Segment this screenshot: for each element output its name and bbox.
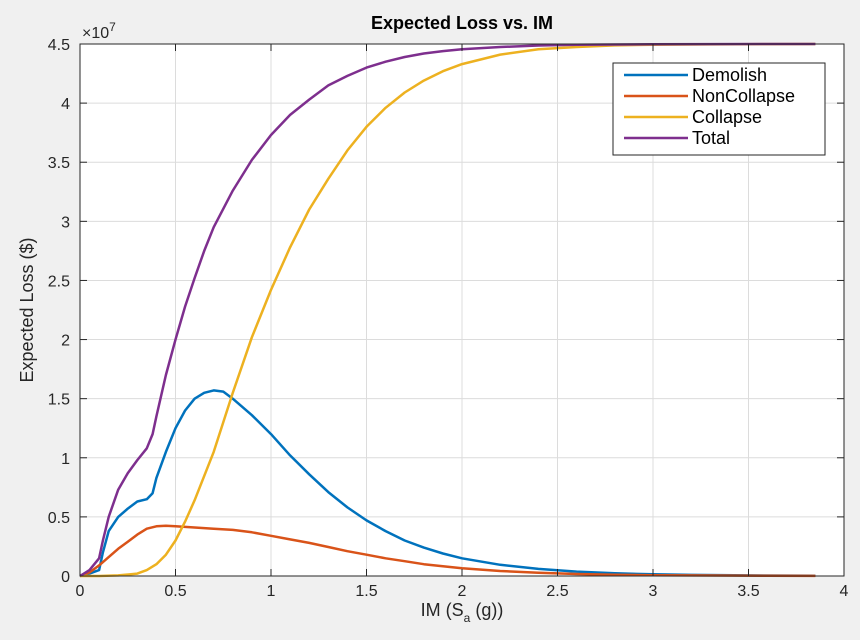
series-line-total bbox=[79, 42, 816, 578]
series-line-collapse bbox=[80, 42, 816, 578]
legend-label-total: Total bbox=[692, 128, 730, 148]
axis-ticks: 0 0.5 1 1.5 2 2.5 3 3.5 4 0 0.5 1 1.5 2 2.5 3 3.5 4 4.5 bbox=[48, 37, 849, 600]
x-tick-label: 3 bbox=[649, 583, 658, 600]
x-tick-label: 3.5 bbox=[737, 583, 759, 600]
y-tick-label: 1 bbox=[61, 451, 70, 468]
legend-label-collapse: Collapse bbox=[692, 107, 762, 127]
y-tick-label: 3.5 bbox=[48, 155, 70, 172]
chart-title: Expected Loss vs. IM bbox=[371, 13, 553, 33]
x-axis-label: IM (Sa (g)) bbox=[421, 600, 504, 625]
y-tick-label: 0.5 bbox=[48, 510, 70, 527]
x-tick-label: 1 bbox=[267, 583, 276, 600]
x-tick-label: 2 bbox=[458, 583, 467, 600]
y-axis-label: Expected Loss ($) bbox=[17, 237, 37, 382]
series-line-demolish bbox=[79, 389, 816, 578]
y-tick-label: 1.5 bbox=[48, 392, 70, 409]
legend-label-noncollapse: NonCollapse bbox=[692, 86, 795, 106]
x-axis-label-main: IM (S bbox=[421, 600, 464, 620]
y-exponent-label: ×107 bbox=[82, 20, 116, 42]
x-tick-label: 2.5 bbox=[546, 583, 568, 600]
x-tick-label: 0 bbox=[76, 583, 85, 600]
y-tick-label: 2 bbox=[61, 333, 70, 350]
y-tick-label: 2.5 bbox=[48, 273, 70, 290]
x-axis-label-sub: a bbox=[464, 611, 471, 625]
x-tick-label: 1.5 bbox=[355, 583, 377, 600]
y-tick-label: 4 bbox=[61, 96, 70, 113]
y-tick-label: 4.5 bbox=[48, 37, 70, 54]
x-tick-label: 0.5 bbox=[164, 583, 186, 600]
y-tick-label: 0 bbox=[61, 569, 70, 586]
x-tick-label: 4 bbox=[840, 583, 849, 600]
legend-box bbox=[612, 62, 826, 156]
legend-label-demolish: Demolish bbox=[692, 65, 767, 85]
y-exponent-power: 7 bbox=[109, 20, 116, 34]
y-tick-label: 3 bbox=[61, 214, 70, 231]
y-exponent-base: ×10 bbox=[82, 25, 109, 42]
x-axis-label-tail: (g)) bbox=[470, 600, 503, 620]
